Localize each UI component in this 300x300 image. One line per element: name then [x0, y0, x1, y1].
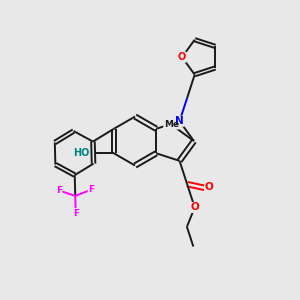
Text: F: F: [88, 185, 94, 194]
Text: F: F: [56, 186, 62, 195]
Text: O: O: [205, 182, 213, 192]
Text: O: O: [178, 52, 186, 62]
Text: O: O: [190, 202, 199, 212]
Text: Me: Me: [164, 120, 179, 129]
Text: F: F: [73, 208, 79, 217]
Text: F: F: [56, 186, 62, 195]
Text: N: N: [175, 116, 184, 126]
Text: O: O: [178, 52, 186, 62]
Text: N: N: [175, 116, 184, 126]
Text: F: F: [88, 185, 94, 194]
Text: Me: Me: [164, 120, 179, 129]
Text: F: F: [73, 208, 79, 217]
Text: O: O: [205, 182, 213, 192]
Text: O: O: [190, 202, 199, 212]
Text: HO: HO: [73, 148, 89, 158]
Text: HO: HO: [73, 148, 89, 158]
